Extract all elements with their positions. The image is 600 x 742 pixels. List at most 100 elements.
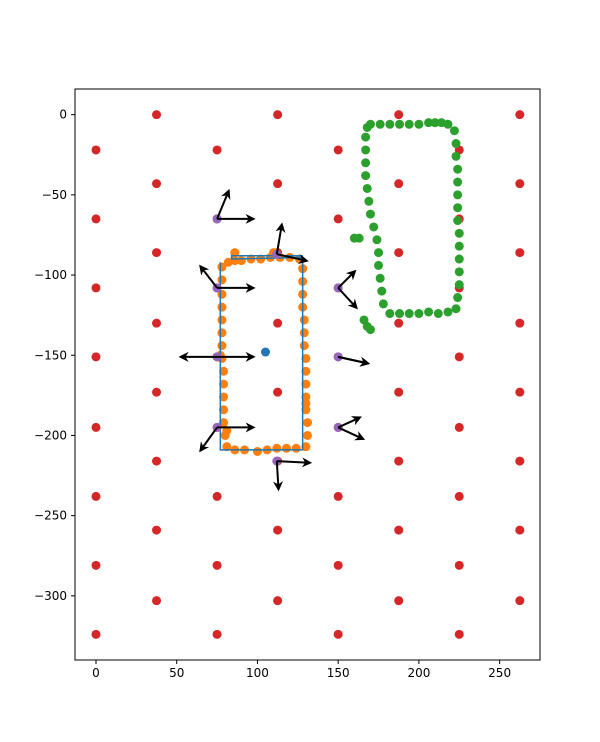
orange-point xyxy=(217,341,227,351)
green-point xyxy=(451,139,461,149)
direction-arrow xyxy=(337,287,358,310)
grid-point xyxy=(152,525,162,535)
grid-point xyxy=(454,352,464,362)
green-point xyxy=(377,286,387,296)
green-point xyxy=(454,280,464,290)
grid-point xyxy=(454,560,464,570)
grid-point xyxy=(333,145,343,155)
orange-point xyxy=(219,418,229,428)
y-tick-label: −250 xyxy=(34,509,67,523)
grid-point xyxy=(152,110,162,120)
green-point xyxy=(375,119,385,129)
green-point xyxy=(430,118,440,128)
grid-point xyxy=(212,629,222,639)
grid-point xyxy=(91,491,101,501)
orange-point xyxy=(301,442,311,452)
grid-point xyxy=(394,179,404,189)
grid-point xyxy=(152,248,162,258)
direction-arrow xyxy=(276,457,313,468)
orange-point xyxy=(219,379,229,389)
green-point xyxy=(453,190,463,200)
grid-point xyxy=(515,456,525,466)
orange-point xyxy=(301,379,311,389)
green-point xyxy=(454,241,464,251)
orange-point xyxy=(299,315,309,325)
y-tick-label: −100 xyxy=(34,268,67,282)
green-point xyxy=(395,309,405,319)
orange-point xyxy=(222,442,232,452)
grid-point xyxy=(91,352,101,362)
orange-point xyxy=(301,398,311,408)
x-tick-label: 200 xyxy=(407,666,430,680)
grid-point xyxy=(454,629,464,639)
orange-point xyxy=(230,248,240,258)
grid-point xyxy=(515,596,525,606)
grid-point xyxy=(91,422,101,432)
orange-point xyxy=(217,315,227,325)
direction-arrow xyxy=(337,355,371,367)
orange-point xyxy=(301,392,311,402)
grid-point xyxy=(454,422,464,432)
grid-point xyxy=(515,248,525,258)
x-tick-label: 0 xyxy=(92,666,100,680)
orange-point xyxy=(252,446,262,456)
grid-point xyxy=(273,318,283,328)
green-point xyxy=(385,119,395,129)
direction-arrow xyxy=(273,461,284,492)
orange-point xyxy=(219,392,229,402)
grid-point xyxy=(212,491,222,501)
green-point xyxy=(361,145,371,155)
green-point xyxy=(375,273,385,283)
orange-point xyxy=(303,418,312,428)
grid-point xyxy=(91,283,101,293)
green-point xyxy=(451,304,461,314)
green-point xyxy=(443,307,453,317)
grid-point xyxy=(454,491,464,501)
green-point xyxy=(404,309,414,319)
green-point xyxy=(378,299,388,309)
green-point xyxy=(451,151,461,161)
green-point xyxy=(454,254,464,264)
plot-frame xyxy=(74,88,541,661)
green-point xyxy=(453,203,463,213)
green-point xyxy=(424,118,434,128)
green-point xyxy=(361,171,371,181)
green-point xyxy=(362,122,372,132)
orange-point xyxy=(282,443,292,453)
green-point xyxy=(385,309,395,319)
green-point xyxy=(349,233,359,243)
grid-point xyxy=(212,560,222,570)
grid-point xyxy=(333,629,343,639)
direction-arrow xyxy=(275,222,286,255)
x-tick-label: 50 xyxy=(169,666,184,680)
grid-point xyxy=(394,248,404,258)
green-point xyxy=(453,164,463,174)
green-point xyxy=(449,126,459,136)
y-tick-label: −50 xyxy=(42,188,67,202)
direction-arrow xyxy=(199,426,218,453)
grid-point xyxy=(152,596,162,606)
orange-point xyxy=(219,405,229,415)
y-tick-label: −300 xyxy=(34,589,67,603)
grid-point xyxy=(394,387,404,397)
x-tick-label: 150 xyxy=(327,666,350,680)
grid-point xyxy=(91,145,101,155)
grid-point xyxy=(333,491,343,501)
grid-point xyxy=(394,596,404,606)
x-tick-label: 250 xyxy=(488,666,511,680)
data-layer xyxy=(91,110,525,639)
grid-point xyxy=(515,318,525,328)
orange-point xyxy=(301,366,311,376)
green-point xyxy=(361,158,371,168)
orange-point xyxy=(217,328,227,338)
grid-point xyxy=(333,560,343,570)
grid-point xyxy=(273,387,283,397)
green-point xyxy=(453,216,463,226)
green-point xyxy=(453,177,463,187)
grid-point xyxy=(91,560,101,570)
green-point xyxy=(414,119,424,129)
grid-point xyxy=(394,525,404,535)
grid-point xyxy=(152,318,162,328)
direction-arrow xyxy=(216,188,231,220)
y-tick-label: −150 xyxy=(34,348,67,362)
